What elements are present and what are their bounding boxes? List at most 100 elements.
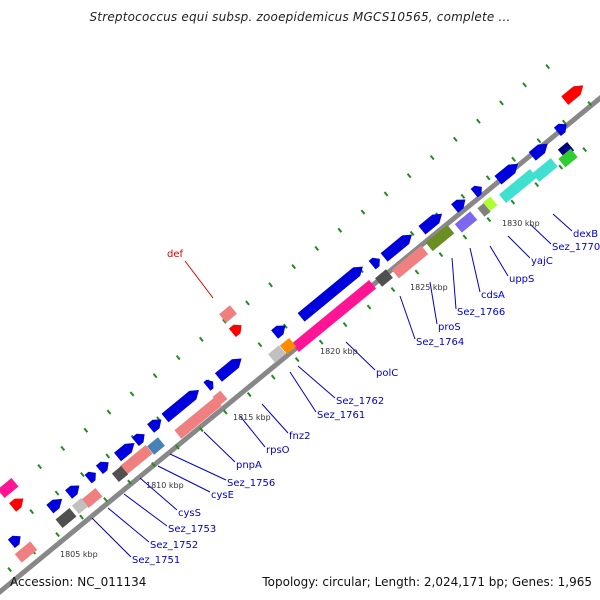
scale-label: 1820 kbp [320,347,358,356]
gene-arrow[interactable] [0,478,19,498]
gene-arrow[interactable] [55,508,77,528]
tick-mark [257,342,263,348]
gene-arrow[interactable] [279,337,297,355]
gene-arrow[interactable] [161,386,203,423]
gene-label[interactable]: polC [376,368,398,379]
gene-arrow[interactable] [557,141,575,159]
gene-label[interactable]: cysS [178,508,201,519]
gene-arrow[interactable] [532,158,558,182]
tick-mark [511,156,516,162]
leader-line [123,493,168,527]
tick-mark [222,409,228,415]
gene-arrow[interactable] [451,195,469,213]
gene-arrow[interactable] [528,139,551,161]
gene-arrow[interactable] [380,230,416,262]
gene-label[interactable]: def [167,249,184,260]
tick-mark [522,82,527,88]
gene-arrow[interactable] [494,159,521,185]
leader-line [297,365,336,399]
gene-arrow[interactable] [391,245,429,279]
tick-mark [175,354,181,361]
gene-label[interactable]: Sez_1770 [552,242,600,253]
tick-mark [452,136,458,142]
gene-arrow[interactable] [271,321,289,339]
tick-mark [510,199,516,205]
gene-label[interactable]: dexB [573,229,598,240]
gene-label[interactable]: yajC [531,256,553,267]
topology-text: Topology: circular; Length: 2,024,171 bp… [262,575,592,589]
gene-label[interactable]: cysE [211,490,234,501]
gene-arrow[interactable] [561,81,587,105]
gene-arrow[interactable] [418,209,445,235]
gene-arrow[interactable] [119,444,153,476]
gene-arrow[interactable] [219,305,237,323]
gene-label[interactable]: Sez_1751 [132,555,180,566]
gene-arrow[interactable] [9,494,27,512]
label-leader-lines [91,213,573,558]
tick-mark [79,514,84,520]
gene-arrow[interactable] [297,262,367,322]
gene-arrow[interactable] [65,481,83,499]
tick-mark [486,217,492,223]
tick-mark [282,323,288,329]
leader-line [429,281,438,325]
tick-mark [414,269,420,275]
gene-arrow[interactable] [71,497,89,515]
gene-label[interactable]: Sez_1762 [336,396,384,407]
gene-arrow[interactable] [291,279,377,353]
gene-arrow[interactable] [111,465,129,483]
gene-arrow[interactable] [553,120,570,137]
gene-arrow[interactable] [212,390,228,406]
gene-arrow[interactable] [214,354,245,382]
gene-arrow[interactable] [499,169,537,203]
gene-arrow[interactable] [470,183,486,198]
tick-mark [55,532,60,538]
gene-label[interactable]: Sez_1756 [227,478,275,489]
gene-label[interactable]: uppS [509,274,534,285]
gene-label[interactable]: pnpA [236,460,262,471]
gene-labels[interactable]: def dexB Sez_1770 yajC uppS cdsA Sez_1766 proS S… [132,229,600,566]
gene-label[interactable]: proS [438,322,461,333]
scale-label: 1825 kbp [410,283,448,292]
gene-label[interactable]: rpsO [266,445,290,456]
gene-arrow[interactable] [558,148,578,168]
gene-arrow[interactable] [174,397,222,439]
gene-arrow[interactable] [268,345,286,363]
gene-arrow[interactable] [454,211,478,233]
leader-line [169,453,227,481]
gene-arrow[interactable] [14,541,38,563]
gene-arrow[interactable] [368,255,384,270]
gene-label[interactable]: fnz2 [289,431,310,442]
gene-arrow[interactable] [131,430,148,447]
gene-arrow[interactable] [425,224,455,252]
gene-label[interactable]: Sez_1753 [168,524,216,535]
tick-mark [383,191,389,197]
gene-arrow[interactable] [84,469,100,484]
gene-arrow[interactable] [482,196,498,212]
gene-arrow[interactable] [114,439,138,462]
scale-labels: 1805 kbp 1810 kbp 1815 kbp 1820 kbp 1825 kbp… [60,219,540,559]
gene-arrow[interactable] [203,377,216,391]
gene-label[interactable]: Sez_1761 [317,410,365,421]
tick-mark [245,300,250,306]
gene-arrow[interactable] [477,203,491,217]
gene-label[interactable]: Sez_1752 [150,540,198,551]
tick-mark [337,227,343,233]
gene-arrow[interactable] [375,269,393,287]
gene-arrow[interactable] [81,488,103,508]
tick-mark [54,490,60,496]
gene-arrow[interactable] [95,458,112,475]
gene-arrow[interactable] [46,495,65,514]
scale-label: 1815 kbp [233,413,271,422]
gene-arrow[interactable] [147,437,165,455]
gene-label[interactable]: Sez_1764 [416,337,464,348]
gene-features[interactable] [0,81,587,563]
gene-label[interactable]: cdsA [481,290,505,301]
gene-arrow[interactable] [147,415,165,433]
tick-mark [429,154,435,161]
gene-label[interactable]: Sez_1766 [457,307,505,318]
gene-arrow[interactable] [7,532,24,549]
gene-arrow[interactable] [228,321,245,338]
